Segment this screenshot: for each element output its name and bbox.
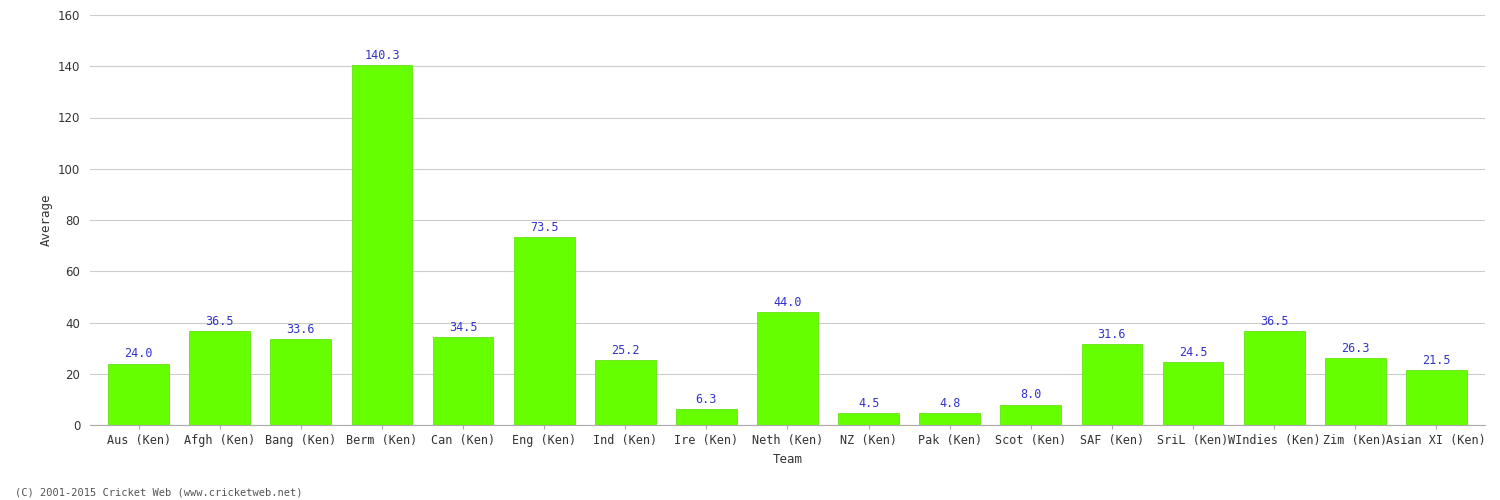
Text: 34.5: 34.5	[448, 320, 477, 334]
Text: 4.8: 4.8	[939, 396, 960, 409]
Bar	[270, 339, 332, 425]
Bar	[351, 66, 412, 425]
Text: 44.0: 44.0	[774, 296, 801, 309]
Bar	[596, 360, 656, 425]
Bar	[676, 409, 736, 425]
Text: 26.3: 26.3	[1341, 342, 1370, 354]
Bar	[1162, 362, 1224, 425]
Text: 140.3: 140.3	[364, 50, 400, 62]
Bar	[839, 414, 898, 425]
Bar	[189, 332, 250, 425]
Text: 36.5: 36.5	[1260, 316, 1288, 328]
X-axis label: Team: Team	[772, 452, 802, 466]
Text: 21.5: 21.5	[1422, 354, 1450, 367]
Text: 24.5: 24.5	[1179, 346, 1208, 359]
Text: 4.5: 4.5	[858, 398, 879, 410]
Bar	[1406, 370, 1467, 425]
Text: 73.5: 73.5	[530, 220, 558, 234]
Text: 36.5: 36.5	[206, 316, 234, 328]
Text: 25.2: 25.2	[610, 344, 639, 358]
Bar	[108, 364, 170, 425]
Y-axis label: Average: Average	[39, 194, 53, 246]
Text: (C) 2001-2015 Cricket Web (www.cricketweb.net): (C) 2001-2015 Cricket Web (www.cricketwe…	[15, 488, 303, 498]
Bar	[1244, 332, 1305, 425]
Text: 33.6: 33.6	[286, 323, 315, 336]
Text: 8.0: 8.0	[1020, 388, 1041, 402]
Bar	[758, 312, 818, 425]
Text: 24.0: 24.0	[124, 348, 153, 360]
Bar	[1324, 358, 1386, 425]
Text: 6.3: 6.3	[696, 393, 717, 406]
Bar	[432, 336, 494, 425]
Bar	[1000, 404, 1060, 425]
Text: 31.6: 31.6	[1098, 328, 1126, 341]
Bar	[920, 412, 980, 425]
Bar	[514, 236, 574, 425]
Bar	[1082, 344, 1143, 425]
